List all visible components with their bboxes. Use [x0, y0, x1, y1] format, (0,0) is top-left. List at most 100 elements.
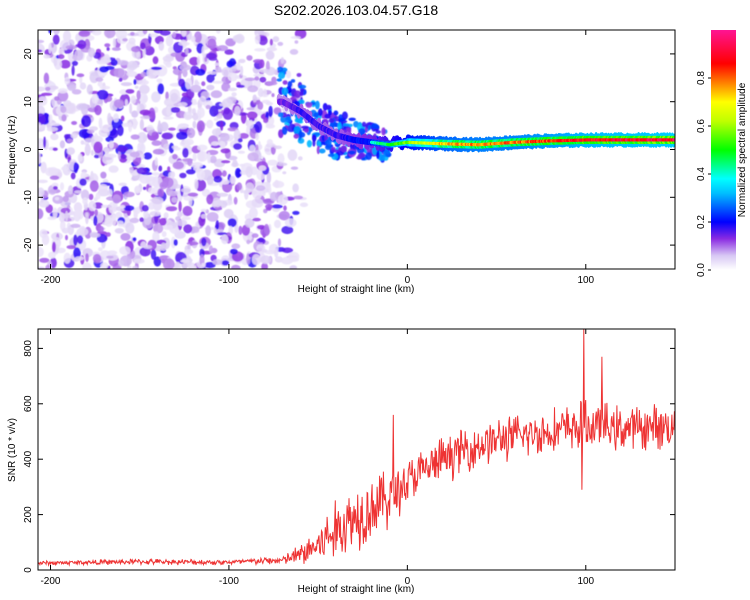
heatmap-cell [70, 223, 81, 228]
heatmap-cell [93, 141, 103, 154]
heatmap-cell [181, 30, 187, 37]
heatmap-cell [119, 204, 126, 209]
heatmap-cell [167, 166, 171, 172]
heatmap-cell [140, 42, 146, 50]
heatmap-cell [236, 182, 243, 191]
heatmap-cell [232, 159, 238, 168]
heatmap-cell [259, 76, 267, 83]
heatmap-cell [40, 161, 47, 174]
heatmap-cell [268, 105, 273, 118]
heatmap-cell [112, 194, 121, 204]
heatmap-cell [85, 212, 89, 225]
heatmap-cell [168, 127, 176, 131]
heatmap-cell [266, 81, 278, 86]
heatmap-cell [281, 126, 288, 135]
heatmap-cell [190, 226, 200, 233]
heatmap-cell [348, 117, 356, 122]
heatmap-cell [139, 247, 151, 257]
heatmap-cell [67, 185, 74, 195]
heatmap-cell [130, 31, 135, 36]
heatmap-cell [325, 104, 332, 110]
heatmap-cell [305, 102, 313, 108]
heatmap-cell [58, 88, 68, 94]
heatmap-cell [293, 195, 304, 200]
heatmap-cell [133, 79, 137, 85]
heatmap-cell [244, 218, 255, 228]
heatmap-cell [84, 138, 95, 143]
y-tick-label: 20 [23, 48, 34, 60]
heatmap-cell [112, 38, 117, 48]
heatmap-cell [97, 184, 109, 192]
heatmap-cell [104, 216, 113, 227]
heatmap-cell [227, 87, 238, 92]
heatmap-cell [251, 233, 259, 238]
heatmap-cell [179, 64, 191, 71]
heatmap-cell [184, 249, 194, 255]
heatmap-cell [114, 228, 124, 234]
colorbar-tick-label: 0.6 [696, 119, 707, 133]
heatmap-cell [38, 49, 43, 53]
heatmap-cell [152, 148, 165, 155]
heatmap-cell [64, 102, 76, 114]
heatmap-cell [348, 150, 356, 155]
heatmap-cell [367, 124, 371, 131]
heatmap-cell [238, 133, 249, 139]
heatmap-cell [246, 239, 251, 245]
heatmap-cell [149, 183, 160, 187]
heatmap-cell [231, 243, 241, 249]
heatmap-cell [86, 84, 93, 95]
heatmap-cell [172, 31, 176, 39]
heatmap-cell [52, 207, 58, 219]
heatmap-cell [59, 59, 71, 69]
colorbar-ticks: 0.0 0.2 0.4 0.6 0.8 [696, 71, 711, 277]
heatmap-cell [94, 209, 98, 217]
heatmap-cell [277, 66, 284, 73]
heatmap-cell [165, 35, 174, 47]
colorbar-tick-label: 0.8 [696, 71, 707, 85]
heatmap-cell [73, 247, 81, 259]
heatmap-cell [210, 141, 219, 146]
heatmap-cell [185, 78, 193, 90]
heatmap-cell [77, 153, 83, 162]
heatmap-cell [106, 47, 110, 51]
heatmap-cell [245, 166, 253, 178]
heatmap-cell [237, 138, 243, 143]
heatmap-cell [331, 149, 340, 153]
heatmap-cell [80, 140, 85, 145]
heatmap-cell [157, 188, 165, 198]
heatmap-cell [282, 80, 288, 85]
heatmap-cell [113, 99, 125, 108]
heatmap-cell [153, 256, 162, 267]
heatmap-cell [265, 50, 275, 60]
heatmap-cell [168, 171, 175, 180]
heatmap-cell [282, 171, 287, 175]
heatmap-cell [132, 207, 141, 215]
heatmap-cell [212, 259, 223, 266]
x-tick-label: -200 [40, 275, 60, 286]
heatmap-cell [325, 144, 332, 150]
heatmap-cell [181, 92, 188, 97]
heatmap-cell [199, 95, 207, 105]
y-tick-label: -10 [23, 190, 34, 205]
heatmap-cell [64, 134, 70, 139]
heatmap-cell [292, 183, 299, 193]
heatmap-cell [207, 71, 218, 75]
heatmap-cell [38, 156, 41, 165]
x-tick-label: -100 [219, 275, 239, 286]
heatmap-cell [141, 205, 149, 212]
heatmap-cell [120, 82, 133, 87]
heatmap-cell [74, 256, 85, 261]
heatmap-cell [170, 52, 181, 57]
heatmap-cell [101, 204, 110, 208]
heatmap-cell [168, 142, 175, 154]
heatmap-cell [53, 186, 58, 190]
heatmap-cell [206, 212, 219, 222]
heatmap-cell [100, 171, 107, 179]
heatmap-cell [38, 266, 45, 269]
spectrogram-x-ticks: -200 -100 0 100 [40, 30, 595, 286]
heatmap-cell [148, 107, 156, 120]
heatmap-cell [74, 49, 84, 61]
heatmap-cell [210, 90, 223, 99]
heatmap-cell [159, 181, 168, 190]
